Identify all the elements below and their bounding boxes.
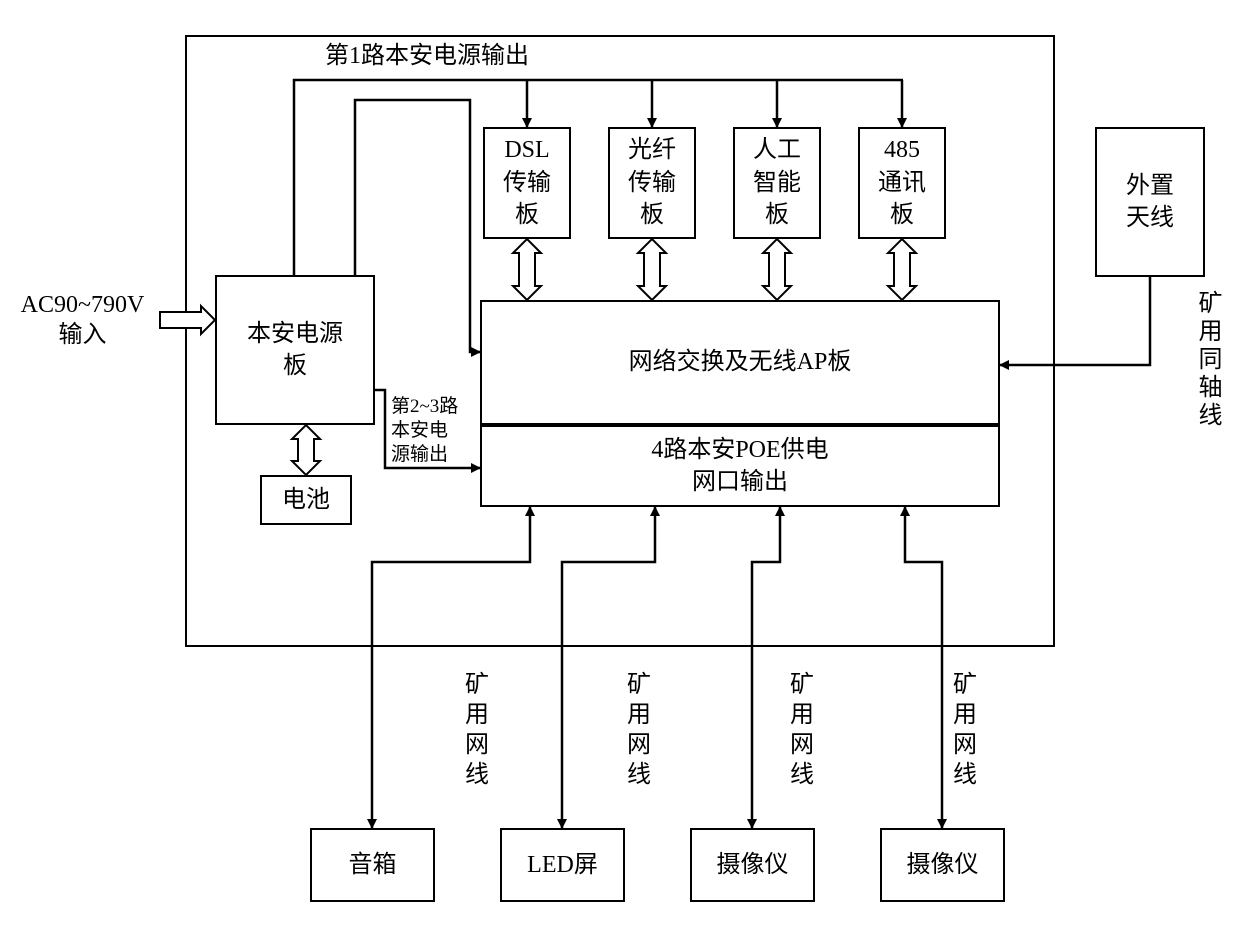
external-antenna: 外置 天线 [1095, 127, 1205, 277]
switch-ap-board: 网络交换及无线AP板 [480, 300, 1000, 425]
camera-2: 摄像仪 [880, 828, 1005, 902]
camera-2-label: 摄像仪 [907, 849, 979, 881]
led-panel: LED屏 [500, 828, 625, 902]
power-board: 本安电源 板 [215, 275, 375, 425]
comm485-label: 485 通讯 板 [878, 134, 926, 231]
ai-board: 人工 智能 板 [733, 127, 821, 239]
camera-1-label: 摄像仪 [717, 849, 789, 881]
cable-label-4: 矿 用 网 线 [953, 670, 977, 790]
cable-label-1: 矿 用 网 线 [465, 670, 489, 790]
comm485-board: 485 通讯 板 [858, 127, 946, 239]
coax-cable-label: 矿用同轴线 [1192, 290, 1222, 430]
dsl-board: DSL 传输 板 [483, 127, 571, 239]
cable-label-2: 矿 用 网 线 [627, 670, 651, 790]
poe-output: 4路本安POE供电 网口输出 [480, 425, 1000, 507]
ch23-output-label: 第2~3路 本安电 源输出 [391, 395, 458, 466]
speaker: 音箱 [310, 828, 435, 902]
ac-input-label: AC90~790V 输入 [5, 290, 160, 350]
battery: 电池 [260, 475, 352, 525]
cable-label-3: 矿 用 网 线 [790, 670, 814, 790]
external-antenna-label: 外置 天线 [1126, 170, 1174, 235]
speaker-label: 音箱 [349, 849, 397, 881]
led-panel-label: LED屏 [527, 849, 598, 881]
fiber-board-label: 光纤 传输 板 [628, 134, 676, 231]
fiber-board: 光纤 传输 板 [608, 127, 696, 239]
switch-ap-label: 网络交换及无线AP板 [629, 346, 852, 378]
poe-output-label: 4路本安POE供电 网口输出 [651, 434, 828, 499]
ai-board-label: 人工 智能 板 [753, 134, 801, 231]
dsl-board-label: DSL 传输 板 [503, 134, 551, 231]
power-board-label: 本安电源 板 [247, 318, 343, 383]
camera-1: 摄像仪 [690, 828, 815, 902]
ch1-output-label: 第1路本安电源输出 [325, 41, 529, 71]
battery-label: 电池 [282, 484, 330, 516]
